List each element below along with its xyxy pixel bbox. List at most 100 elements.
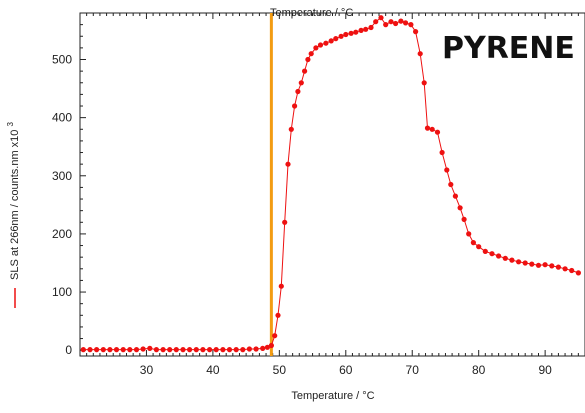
data-point — [353, 29, 359, 35]
y-tick-label: 300 — [52, 169, 72, 183]
data-point — [288, 126, 294, 132]
data-point — [444, 167, 450, 173]
data-point — [272, 333, 278, 339]
data-point — [240, 347, 246, 353]
data-point — [298, 80, 304, 86]
y-tick-label: 100 — [52, 285, 72, 299]
data-point — [253, 346, 259, 352]
data-point — [358, 27, 364, 33]
data-point — [417, 51, 423, 57]
data-point — [187, 347, 193, 353]
data-point — [308, 51, 314, 57]
data-point — [282, 219, 288, 225]
data-point — [285, 161, 291, 167]
data-point — [200, 347, 206, 353]
data-point — [264, 344, 270, 350]
x-tick-label: 90 — [538, 363, 552, 377]
x-axis-title: Temperature / °C — [291, 390, 374, 402]
data-point — [489, 251, 495, 257]
data-point — [338, 33, 344, 39]
data-point — [408, 22, 414, 28]
data-point — [295, 88, 301, 95]
y-tick-label: 400 — [52, 111, 72, 125]
data-point — [502, 255, 508, 261]
data-point — [476, 244, 482, 250]
data-point — [562, 266, 568, 272]
data-point — [333, 36, 339, 42]
data-point — [167, 347, 173, 353]
data-point — [213, 347, 219, 353]
y-axis-title-superscript: 3 — [6, 122, 15, 127]
data-point — [368, 24, 374, 31]
series-points — [80, 15, 582, 353]
data-point — [87, 347, 93, 353]
data-point — [461, 216, 467, 222]
data-point — [120, 347, 126, 353]
x-tick-label: 70 — [406, 363, 420, 377]
data-point — [193, 347, 199, 353]
data-point — [268, 342, 274, 349]
top-x-axis-title: Temperature / °C — [270, 7, 353, 19]
data-point — [94, 347, 100, 353]
data-point — [260, 345, 266, 351]
y-axis-title-group: SLS at 266nm / counts.nm x10 3 — [6, 122, 21, 308]
data-point — [434, 129, 441, 135]
data-point — [529, 261, 535, 267]
data-point — [100, 347, 106, 353]
data-point — [363, 26, 369, 32]
data-point — [173, 347, 179, 353]
svg-text:SLS at 266nm / counts.nm x10: SLS at 266nm / counts.nm x10 3 — [6, 122, 21, 280]
y-tick-labels: 0 100 200 300 400 500 — [52, 53, 72, 358]
data-point — [317, 42, 324, 48]
y-axis-title: SLS at 266nm / counts.nm x10 — [9, 130, 21, 280]
data-point — [348, 30, 354, 36]
data-point — [452, 193, 458, 199]
data-point — [80, 347, 86, 353]
data-point — [275, 312, 281, 318]
x-tick-labels: 30 40 50 60 70 80 90 — [140, 363, 552, 377]
data-point — [470, 240, 476, 246]
data-point — [393, 20, 399, 27]
data-point — [421, 80, 427, 86]
data-point — [153, 347, 159, 353]
data-point — [522, 260, 528, 266]
data-point — [429, 126, 435, 132]
data-point — [113, 347, 120, 353]
data-point — [509, 257, 515, 263]
data-point — [220, 347, 226, 353]
data-point — [388, 19, 394, 25]
data-point — [313, 45, 319, 51]
data-point — [292, 103, 298, 109]
y-tick-label: 0 — [65, 343, 72, 357]
data-point — [233, 347, 239, 353]
data-point — [378, 15, 384, 21]
data-point — [516, 259, 522, 265]
data-point — [278, 283, 284, 289]
data-point — [302, 68, 308, 74]
data-point — [107, 347, 113, 353]
data-point — [343, 31, 349, 38]
data-point — [448, 181, 454, 188]
data-point — [569, 267, 575, 274]
data-point — [575, 270, 582, 276]
data-point — [133, 347, 140, 353]
data-point — [180, 347, 186, 353]
data-point — [140, 346, 146, 352]
data-point — [535, 262, 542, 268]
data-point — [398, 18, 404, 24]
pyrene-label: PYRENE — [442, 31, 575, 66]
x-tick-label: 80 — [472, 363, 486, 377]
data-point — [496, 253, 502, 259]
data-point — [555, 264, 562, 270]
y-tick-label: 200 — [52, 227, 72, 241]
data-point — [147, 345, 153, 351]
data-point — [549, 263, 555, 269]
data-point — [383, 22, 389, 28]
data-point — [160, 347, 166, 353]
x-tick-label: 40 — [206, 363, 220, 377]
data-point — [457, 205, 463, 211]
x-tick-label: 60 — [339, 363, 353, 377]
data-point — [424, 125, 431, 131]
